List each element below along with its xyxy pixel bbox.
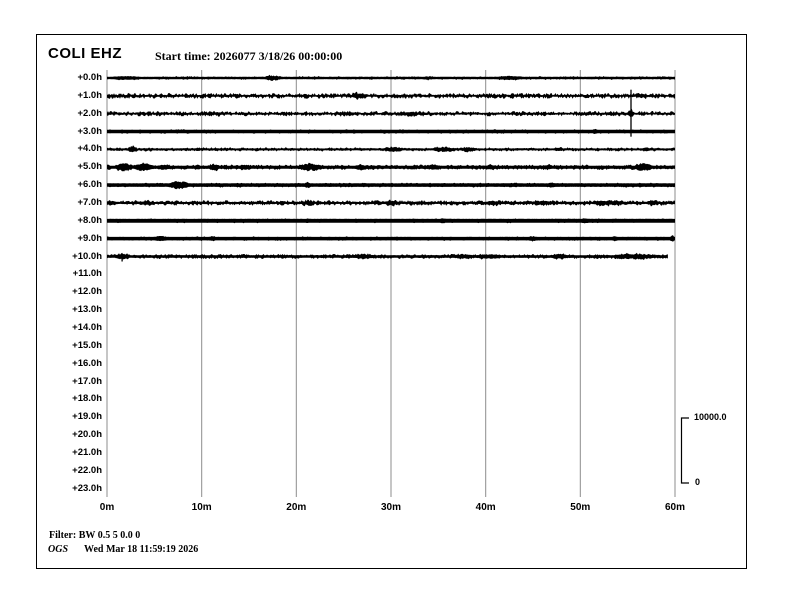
row-label-hour: +13.0h <box>72 304 102 316</box>
helicorder-trace[interactable] <box>107 199 675 207</box>
row-label-hour: +19.0h <box>72 411 102 423</box>
x-tick-label: 0m <box>99 502 115 513</box>
row-label-hour: +4.0h <box>77 143 102 155</box>
scale-max-label: 10000.0 <box>694 412 727 422</box>
helicorder-trace[interactable] <box>107 181 675 190</box>
x-tick-label: 60m <box>664 502 685 513</box>
row-label-hour: +7.0h <box>77 197 102 208</box>
helicorder-trace[interactable] <box>107 91 675 100</box>
x-tick-label: 20m <box>286 502 307 513</box>
helicorder-trace[interactable] <box>107 128 675 134</box>
helicorder-trace[interactable] <box>107 162 675 172</box>
row-label-hour: +6.0h <box>77 179 102 191</box>
row-label-hour: +21.0h <box>72 446 102 458</box>
helicorder-trace[interactable] <box>107 235 675 242</box>
row-label-hour: +12.0h <box>72 286 102 298</box>
scale-min-label: 0 <box>695 477 701 487</box>
timestamp-label: Wed Mar 18 11:59:19 2026 <box>84 544 199 555</box>
filter-label: Filter: BW 0.5 5 0.0 0 <box>49 530 141 541</box>
row-label-hour: +8.0h <box>77 214 102 226</box>
row-label-hour: +10.0h <box>72 250 102 262</box>
row-label-hour: +22.0h <box>72 464 102 476</box>
x-tick-label: 40m <box>475 502 496 513</box>
row-label-hour: +1.0h <box>77 89 102 101</box>
org-label: OGS <box>48 544 69 555</box>
row-label-hour: +3.0h <box>77 125 102 137</box>
row-label-hour: +16.0h <box>72 357 102 369</box>
row-label-hour: +14.0h <box>72 321 102 333</box>
row-label-hour: +0.0h <box>77 72 102 83</box>
row-label-hour: +2.0h <box>77 107 102 119</box>
row-label-hour: +9.0h <box>77 232 102 244</box>
helicorder-trace[interactable] <box>107 252 668 261</box>
row-label-hour: +11.0h <box>72 268 102 280</box>
station-title: COLI EHZ <box>48 45 122 62</box>
row-label-hour: +17.0h <box>72 375 102 387</box>
x-tick-label: 50m <box>570 502 591 513</box>
x-tick-label: 10m <box>191 502 212 513</box>
row-label-hour: +18.0h <box>72 393 102 405</box>
helicorder-trace[interactable] <box>107 218 675 224</box>
helicorder-trace[interactable] <box>107 108 675 118</box>
helicorder-trace[interactable] <box>107 74 675 81</box>
start-time-label: Start time: 2026077 3/18/26 00:00:00 <box>155 49 343 63</box>
row-label-hour: +15.0h <box>72 339 102 351</box>
scale-bar-bracket <box>680 417 689 484</box>
x-tick-label: 30m <box>380 502 401 513</box>
row-label-hour: +20.0h <box>72 429 102 440</box>
row-label-hour: +5.0h <box>77 161 102 173</box>
helicorder-trace[interactable] <box>107 145 675 153</box>
row-label-hour: +23.0h <box>72 482 102 494</box>
